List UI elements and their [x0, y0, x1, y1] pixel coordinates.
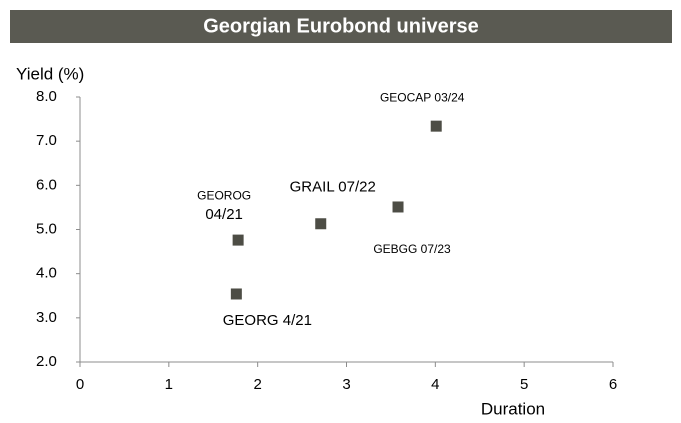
y-tick-label: 6.0	[36, 176, 57, 193]
y-tick-label: 3.0	[36, 309, 57, 326]
point-label: GEOCAP 03/24	[380, 90, 465, 104]
y-tick-label: 4.0	[36, 265, 57, 282]
point-label: 04/21	[205, 206, 243, 223]
title-bar	[10, 10, 672, 43]
point-label: GEBGG 07/23	[373, 242, 451, 256]
x-tick-label: 4	[431, 376, 439, 393]
y-axis-label: Yield (%)	[16, 64, 84, 83]
point-label: GEORG 4/21	[223, 312, 312, 329]
scatter-point	[392, 201, 404, 213]
x-axis-label: Duration	[481, 399, 545, 418]
x-tick-label: 2	[253, 376, 261, 393]
y-tick-label: 5.0	[36, 220, 57, 237]
y-tick-label: 8.0	[36, 88, 57, 105]
scatter-point	[430, 120, 442, 132]
point-label: GEOROG	[197, 188, 251, 202]
scatter-point	[232, 234, 244, 246]
scatter-point	[315, 218, 327, 230]
y-tick-label: 7.0	[36, 132, 57, 149]
x-tick-label: 3	[342, 376, 350, 393]
x-tick-label: 6	[609, 376, 617, 393]
y-tick-label: 2.0	[36, 353, 57, 370]
scatter-point	[230, 288, 242, 300]
point-label: GRAIL 07/22	[290, 179, 376, 196]
x-tick-label: 1	[165, 376, 173, 393]
x-tick-label: 0	[76, 376, 84, 393]
chart-title: Georgian Eurobond universe	[203, 15, 479, 37]
x-tick-label: 5	[520, 376, 528, 393]
